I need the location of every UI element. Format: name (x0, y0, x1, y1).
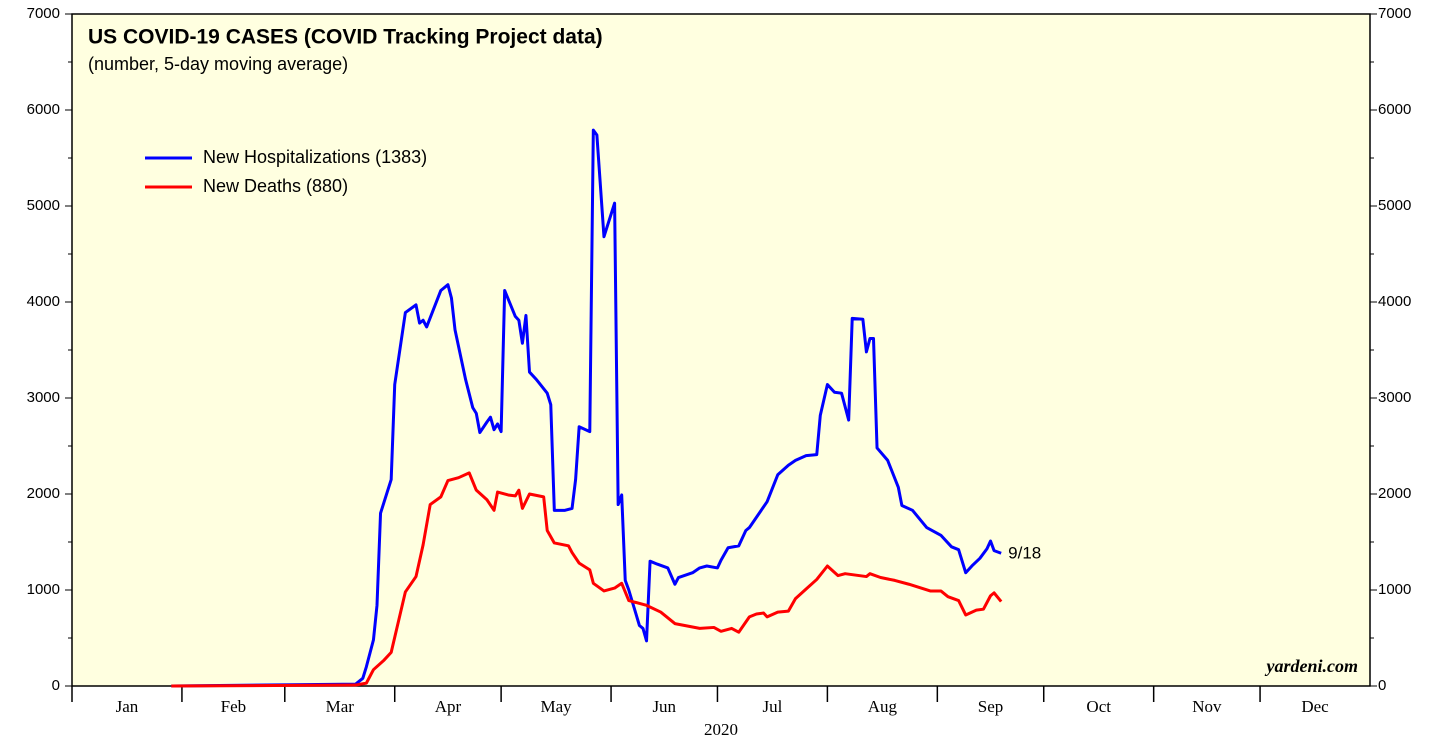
x-tick-label: Jul (763, 697, 783, 716)
x-tick-label: Apr (435, 697, 462, 716)
legend-label: New Deaths (880) (203, 176, 348, 196)
y2-tick-label: 6000 (1378, 101, 1411, 118)
y2-tick-label: 4000 (1378, 293, 1411, 310)
x-tick-label: Oct (1086, 697, 1111, 716)
x-tick-label: Jan (116, 697, 139, 716)
x-tick-label: Jun (652, 697, 676, 716)
y-tick-label: 4000 (27, 293, 60, 310)
x-tick-label: Feb (221, 697, 247, 716)
legend-label: New Hospitalizations (1383) (203, 147, 427, 167)
x-tick-label: Nov (1192, 697, 1222, 716)
x-tick-label: Dec (1301, 697, 1329, 716)
y2-tick-label: 2000 (1378, 485, 1411, 502)
x-tick-label: Sep (978, 697, 1004, 716)
chart-subtitle: (number, 5-day moving average) (88, 54, 348, 74)
y-tick-label: 5000 (27, 197, 60, 214)
y2-tick-label: 5000 (1378, 197, 1411, 214)
y-tick-label: 1000 (27, 581, 60, 598)
x-axis-label: 2020 (704, 720, 738, 739)
source: yardeni.com (1265, 656, 1359, 676)
y-tick-label: 3000 (27, 389, 60, 406)
plot-area (71, 13, 1371, 687)
chart-title: US COVID-19 CASES (COVID Tracking Projec… (88, 26, 603, 49)
y-tick-label: 7000 (27, 5, 60, 22)
annotation: 9/18 (1008, 544, 1041, 563)
x-tick-label: Aug (868, 697, 898, 716)
y2-tick-label: 1000 (1378, 581, 1411, 598)
x-tick-label: May (541, 697, 573, 716)
series-line (171, 471, 1003, 688)
y-tick-label: 2000 (27, 485, 60, 502)
y2-tick-label: 7000 (1378, 5, 1411, 22)
series-line (171, 128, 1002, 688)
y2-tick-label: 3000 (1378, 389, 1411, 406)
x-tick-label: Mar (326, 697, 355, 716)
y2-tick-label: 0 (1378, 677, 1386, 694)
y-tick-label: 6000 (27, 101, 60, 118)
y-tick-label: 0 (52, 677, 60, 694)
